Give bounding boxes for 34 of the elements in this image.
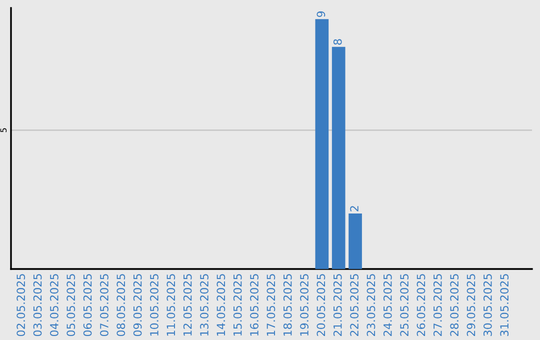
x-tick-label: 10.05.2025 bbox=[150, 274, 158, 336]
x-tick-label: 17.05.2025 bbox=[266, 274, 276, 336]
x-tick-label: 29.05.2025 bbox=[466, 274, 476, 336]
x-tick-label: 22.05.2025 bbox=[350, 274, 358, 336]
x-tick-label: 15.05.2025 bbox=[233, 274, 242, 336]
data-label: 8 bbox=[333, 39, 342, 45]
x-tick-label: 03.05.2025 bbox=[33, 274, 42, 336]
x-tick-label: 09.05.2025 bbox=[133, 274, 142, 336]
x-tick-label: 13.05.2025 bbox=[200, 274, 208, 336]
x-tick-label: 21.05.2025 bbox=[333, 274, 342, 336]
data-label: 2 bbox=[350, 206, 358, 212]
x-tick-label: 04.05.2025 bbox=[50, 274, 58, 336]
x-tick-label: 08.05.2025 bbox=[116, 274, 126, 336]
x-tick-label: 26.05.2025 bbox=[416, 274, 426, 336]
x-tick-label: 16.05.2025 bbox=[250, 274, 258, 336]
x-tick-label: 30.05.2025 bbox=[483, 274, 492, 336]
x-tick-label: 06.05.2025 bbox=[83, 274, 92, 336]
y-tick-label: 5 bbox=[0, 128, 7, 132]
x-tick-label: 27.05.2025 bbox=[433, 274, 442, 336]
data-label: 9 bbox=[316, 11, 326, 18]
x-tick-label: 24.05.2025 bbox=[383, 274, 392, 336]
x-tick-label: 31.05.2025 bbox=[500, 274, 509, 336]
x-tick-label: 28.05.2025 bbox=[450, 274, 459, 336]
x-tick-label: 25.05.2025 bbox=[400, 274, 409, 336]
x-tick-label: 11.05.2025 bbox=[166, 274, 176, 336]
x-tick-label: 12.05.2025 bbox=[183, 274, 192, 336]
x-tick-label: 23.05.2025 bbox=[366, 274, 376, 336]
x-tick-label: 14.05.2025 bbox=[216, 274, 226, 336]
x-tick-label: 20.05.2025 bbox=[316, 274, 326, 336]
x-tick-label: 02.05.2025 bbox=[16, 274, 26, 336]
x-tick-label: 07.05.2025 bbox=[100, 274, 108, 336]
x-tick-label: 05.05.2025 bbox=[66, 274, 76, 336]
x-tick-label: 18.05.2025 bbox=[283, 274, 292, 336]
x-tick-label: 19.05.2025 bbox=[300, 274, 308, 336]
